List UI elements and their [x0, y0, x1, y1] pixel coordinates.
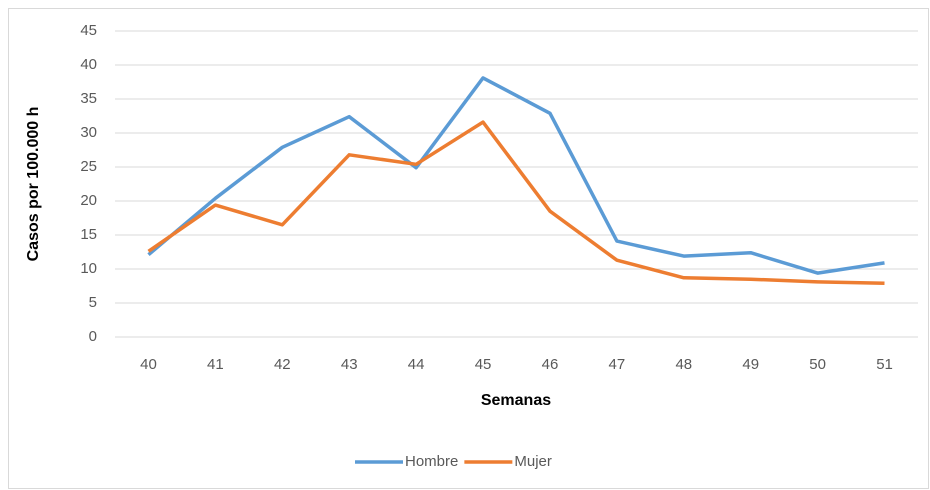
y-tick-label: 15	[80, 226, 97, 243]
x-tick-label: 48	[675, 356, 692, 373]
x-tick-label: 51	[876, 356, 893, 373]
y-tick-label: 35	[80, 90, 97, 107]
legend-label: Hombre	[405, 453, 458, 470]
y-tick-label: 45	[80, 22, 97, 39]
y-tick-label: 10	[80, 260, 97, 277]
y-tick-label: 25	[80, 158, 97, 175]
y-tick-label: 20	[80, 192, 97, 209]
x-tick-label: 46	[542, 356, 559, 373]
legend-label: Mujer	[514, 453, 552, 470]
series-line	[147, 76, 885, 275]
x-tick-label: 41	[207, 356, 224, 373]
y-tick-label: 0	[89, 328, 97, 345]
x-axis-title: Semanas	[481, 392, 551, 409]
x-tick-label: 50	[809, 356, 826, 373]
x-tick-label: 44	[408, 356, 425, 373]
y-tick-label: 40	[80, 56, 97, 73]
y-tick-label: 5	[89, 294, 97, 311]
x-tick-label: 42	[274, 356, 291, 373]
y-axis-title: Casos por 100.000 h	[25, 107, 42, 262]
x-tick-label: 40	[140, 356, 157, 373]
x-tick-label: 45	[475, 356, 492, 373]
x-tick-label: 47	[609, 356, 626, 373]
chart-frame	[8, 8, 929, 489]
y-tick-label: 30	[80, 124, 97, 141]
series-line	[147, 120, 885, 286]
x-tick-label: 49	[742, 356, 759, 373]
x-tick-label: 43	[341, 356, 358, 373]
